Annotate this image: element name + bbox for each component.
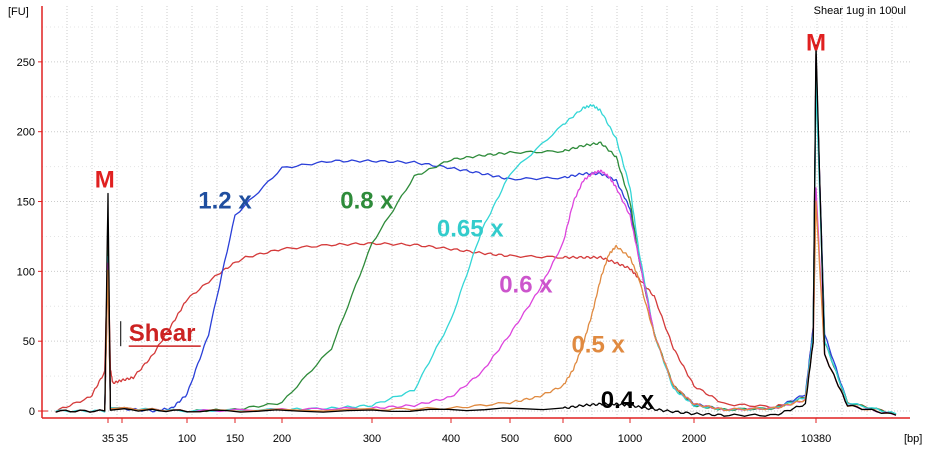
annotation-label: 0.65 x	[437, 215, 504, 242]
label-layer: 0 50 100 150 200 250 35 35 100 150 200 300 400 500 600…	[17, 57, 832, 445]
y-tick-label: 50	[23, 336, 35, 348]
series-line	[55, 44, 897, 417]
chart-title: Shear 1ug in 100ul	[814, 5, 906, 17]
x-tick-label: 1000	[618, 433, 642, 445]
x-axis-label: [bp]	[904, 433, 922, 445]
annotation-label: 0.5 x	[571, 331, 625, 358]
x-tick-label: 200	[273, 433, 291, 445]
grid-layer	[42, 6, 910, 418]
annotation-label: 0.6 x	[499, 271, 553, 298]
y-tick-label: 250	[17, 57, 35, 69]
series-layer	[55, 44, 897, 417]
x-tick-label: 2000	[682, 433, 706, 445]
y-tick-label: 0	[29, 406, 35, 418]
annotation-layer: M M 1.2 x 0.8 x 0.65 x 0.6 x 0.5 x 0.4 x Shear	[95, 30, 826, 415]
x-tick-label: 300	[363, 433, 381, 445]
annotation-label: M	[95, 167, 115, 194]
annotation-label: 0.8 x	[340, 188, 394, 215]
x-tick-label: 35	[102, 433, 114, 445]
x-tick-label: 10380	[801, 433, 832, 445]
annotation-label: M	[806, 30, 826, 57]
x-tick-label: 500	[501, 433, 519, 445]
annotation-label: 1.2 x	[198, 188, 252, 215]
annotation-label: 0.4 x	[601, 387, 655, 414]
x-tick-label: 400	[442, 433, 460, 445]
y-axis-label: [FU]	[8, 6, 29, 18]
y-tick-label: 200	[17, 127, 35, 139]
x-tick-label: 600	[554, 433, 572, 445]
axis-layer	[38, 6, 910, 423]
y-tick-label: 100	[17, 266, 35, 278]
series-line	[55, 60, 897, 415]
x-tick-label: 35	[116, 433, 128, 445]
y-tick-label: 150	[17, 197, 35, 209]
annotation-label: Shear	[129, 320, 196, 347]
x-tick-label: 150	[226, 433, 244, 445]
x-tick-label: 100	[178, 433, 196, 445]
